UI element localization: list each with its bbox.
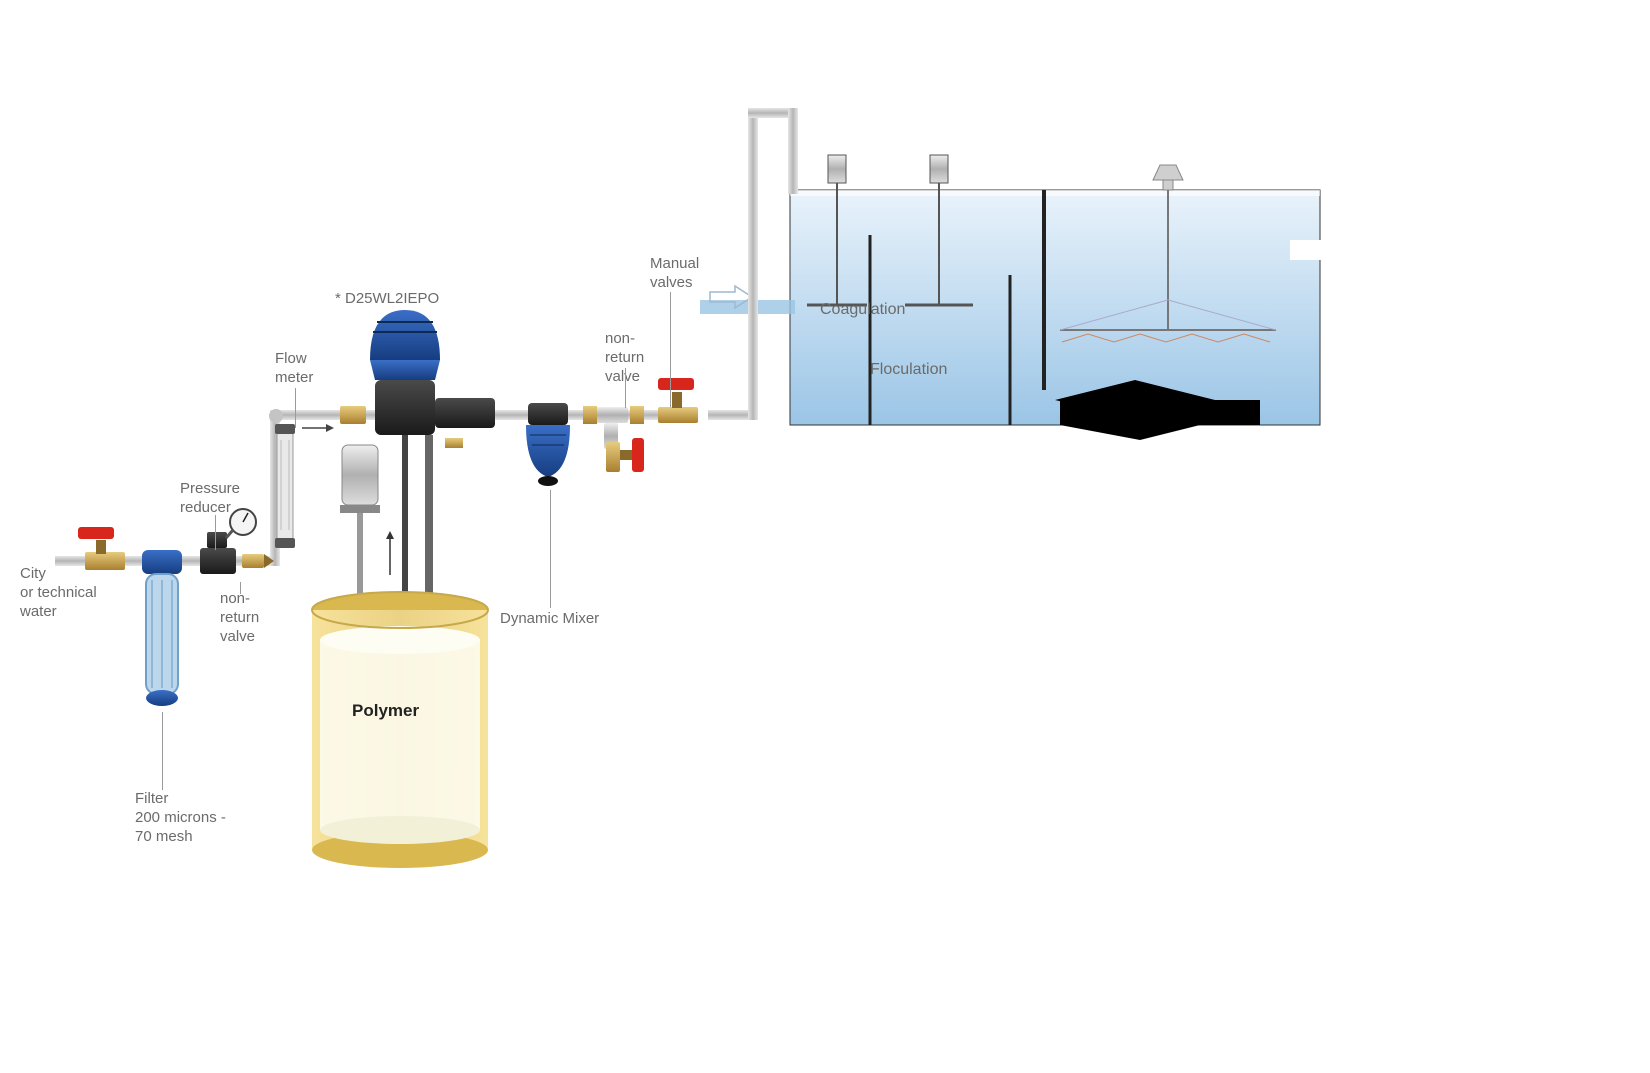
process-diagram (0, 0, 1650, 1073)
manual-valve-icon (606, 438, 644, 472)
pipe (748, 115, 758, 420)
coagulation-label: Coagulation (820, 300, 905, 320)
city-water-label: City or technical water (20, 565, 97, 621)
filter-icon (142, 550, 182, 706)
leader-line (240, 582, 241, 594)
flow-direction-icon (302, 424, 334, 432)
dynamic-mixer-label: Dynamic Mixer (500, 610, 599, 629)
filter-label: Filter 200 microns - 70 mesh (135, 790, 226, 846)
pipe (748, 108, 794, 118)
flow-meter-icon (275, 424, 295, 548)
pipe (788, 108, 798, 194)
pressure-reducer-label: Pressure reducer (180, 480, 240, 518)
d25-label: * D25WL2IEPO (335, 290, 439, 309)
polymer-label: Polymer (352, 700, 419, 721)
leader-line (295, 388, 296, 428)
manual-valve-icon (658, 378, 698, 423)
leader-line (670, 292, 671, 407)
polymer-tank-icon (312, 592, 488, 868)
manual-valve-icon (78, 527, 125, 570)
dynamic-mixer-icon (526, 403, 570, 486)
flow-meter-label: Flow meter (275, 350, 313, 388)
non-return-valve-1-label: non- return valve (220, 590, 259, 646)
treatment-tanks (790, 155, 1325, 440)
leader-line (162, 712, 163, 790)
leader-line (550, 490, 551, 608)
floculation-label: Floculation (870, 360, 947, 380)
manual-valves-label: Manual valves (650, 255, 699, 293)
leader-line (215, 515, 216, 550)
leader-line (625, 368, 626, 408)
